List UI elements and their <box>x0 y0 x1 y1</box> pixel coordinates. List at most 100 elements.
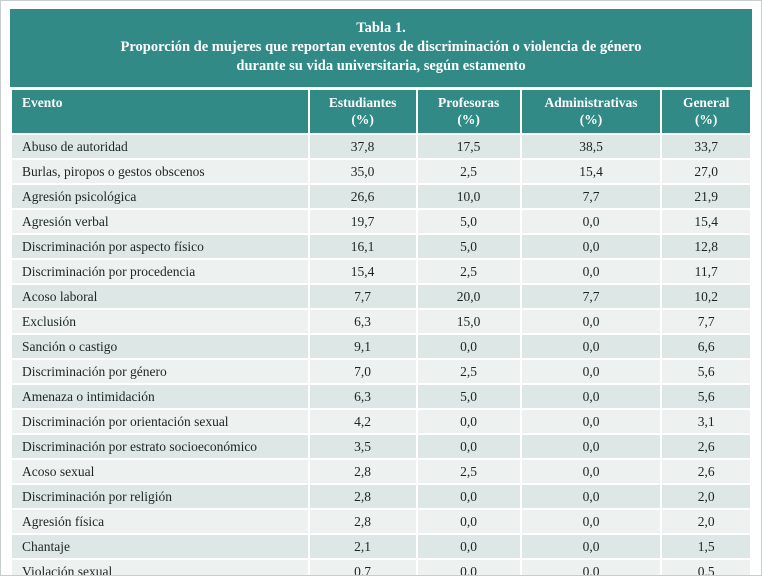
event-cell: Discriminación por estrato socioeconómic… <box>12 435 308 458</box>
value-cell: 7,7 <box>309 285 416 308</box>
event-cell: Exclusión <box>12 310 308 333</box>
value-cell: 15,0 <box>417 310 520 333</box>
table-row: Burlas, piropos o gestos obscenos 35,0 2… <box>12 160 750 183</box>
table-row: Discriminación por género 7,0 2,5 0,0 5,… <box>12 360 750 383</box>
value-cell: 0,0 <box>521 485 661 508</box>
value-cell: 0,0 <box>417 535 520 558</box>
table-row: Amenaza o intimidación 6,3 5,0 0,0 5,6 <box>12 385 750 408</box>
event-cell: Discriminación por aspecto físico <box>12 235 308 258</box>
value-cell: 15,4 <box>662 210 750 233</box>
value-cell: 7,0 <box>309 360 416 383</box>
table-row: Agresión física 2,8 0,0 0,0 2,0 <box>12 510 750 533</box>
value-cell: 7,7 <box>521 185 661 208</box>
value-cell: 2,8 <box>309 510 416 533</box>
value-cell: 0,7 <box>309 560 416 575</box>
value-cell: 37,8 <box>309 135 416 158</box>
value-cell: 5,6 <box>662 360 750 383</box>
table-subtitle-line-1: Proporción de mujeres que reportan event… <box>120 39 642 55</box>
column-header-label: Administrativas <box>544 95 638 110</box>
value-cell: 2,5 <box>417 360 520 383</box>
table-row: Discriminación por aspecto físico 16,1 5… <box>12 235 750 258</box>
event-cell: Discriminación por procedencia <box>12 260 308 283</box>
value-cell: 0,0 <box>521 260 661 283</box>
value-cell: 26,6 <box>309 185 416 208</box>
column-header-administrativas: Administrativas (%) <box>521 90 661 133</box>
value-cell: 2,6 <box>662 435 750 458</box>
table-row: Discriminación por religión 2,8 0,0 0,0 … <box>12 485 750 508</box>
table-row: Acoso sexual 2,8 2,5 0,0 2,6 <box>12 460 750 483</box>
table-row: Chantaje 2,1 0,0 0,0 1,5 <box>12 535 750 558</box>
value-cell: 16,1 <box>309 235 416 258</box>
value-cell: 0,0 <box>521 460 661 483</box>
table-row: Exclusión 6,3 15,0 0,0 7,7 <box>12 310 750 333</box>
value-cell: 0,0 <box>417 435 520 458</box>
table-subtitle-line-2: durante su vida universitaria, según est… <box>236 58 526 74</box>
table-row: Agresión psicológica 26,6 10,0 7,7 21,9 <box>12 185 750 208</box>
table-row: Discriminación por procedencia 15,4 2,5 … <box>12 260 750 283</box>
column-header-label: Evento <box>22 95 63 110</box>
value-cell: 2,1 <box>309 535 416 558</box>
table-row: Discriminación por orientación sexual 4,… <box>12 410 750 433</box>
column-header-label: Estudiantes <box>328 95 397 110</box>
table-row: Acoso laboral 7,7 20,0 7,7 10,2 <box>12 285 750 308</box>
column-header-label: General <box>682 95 730 110</box>
event-cell: Chantaje <box>12 535 308 558</box>
value-cell: 2,0 <box>662 485 750 508</box>
data-table: Evento Estudiantes (%) Profesoras (%) Ad… <box>10 88 752 575</box>
value-cell: 2,5 <box>417 160 520 183</box>
event-cell: Burlas, piropos o gestos obscenos <box>12 160 308 183</box>
value-cell: 1,5 <box>662 535 750 558</box>
value-cell: 5,0 <box>417 235 520 258</box>
value-cell: 0,0 <box>521 435 661 458</box>
value-cell: 3,5 <box>309 435 416 458</box>
value-cell: 0,0 <box>417 560 520 575</box>
column-header-unit: (%) <box>694 112 718 127</box>
event-cell: Agresión física <box>12 510 308 533</box>
value-cell: 5,6 <box>662 385 750 408</box>
event-cell: Abuso de autoridad <box>12 135 308 158</box>
column-header-label: Profesoras <box>437 95 500 110</box>
event-cell: Discriminación por religión <box>12 485 308 508</box>
table-row: Sanción o castigo 9,1 0,0 0,0 6,6 <box>12 335 750 358</box>
column-header-unit: (%) <box>579 112 603 127</box>
value-cell: 7,7 <box>521 285 661 308</box>
event-cell: Acoso laboral <box>12 285 308 308</box>
value-cell: 10,2 <box>662 285 750 308</box>
value-cell: 20,0 <box>417 285 520 308</box>
value-cell: 2,6 <box>662 460 750 483</box>
value-cell: 6,3 <box>309 310 416 333</box>
column-header-general: General (%) <box>662 90 750 133</box>
value-cell: 2,5 <box>417 460 520 483</box>
table-row: Discriminación por estrato socioeconómic… <box>12 435 750 458</box>
value-cell: 0,0 <box>521 560 661 575</box>
value-cell: 0,0 <box>417 410 520 433</box>
value-cell: 6,3 <box>309 385 416 408</box>
value-cell: 6,6 <box>662 335 750 358</box>
value-cell: 17,5 <box>417 135 520 158</box>
value-cell: 3,1 <box>662 410 750 433</box>
value-cell: 0,0 <box>521 360 661 383</box>
value-cell: 0,0 <box>521 210 661 233</box>
value-cell: 2,8 <box>309 460 416 483</box>
value-cell: 38,5 <box>521 135 661 158</box>
value-cell: 5,0 <box>417 210 520 233</box>
event-cell: Discriminación por orientación sexual <box>12 410 308 433</box>
table-row: Abuso de autoridad 37,8 17,5 38,5 33,7 <box>12 135 750 158</box>
value-cell: 0,0 <box>521 235 661 258</box>
value-cell: 15,4 <box>309 260 416 283</box>
value-cell: 5,0 <box>417 385 520 408</box>
value-cell: 19,7 <box>309 210 416 233</box>
table-title-block: Tabla 1. Proporción de mujeres que repor… <box>10 9 752 87</box>
value-cell: 2,5 <box>417 260 520 283</box>
value-cell: 0,0 <box>521 410 661 433</box>
value-cell: 9,1 <box>309 335 416 358</box>
event-cell: Amenaza o intimidación <box>12 385 308 408</box>
value-cell: 0,0 <box>521 510 661 533</box>
value-cell: 12,8 <box>662 235 750 258</box>
value-cell: 0,5 <box>662 560 750 575</box>
column-header-profesoras: Profesoras (%) <box>417 90 520 133</box>
event-cell: Violación sexual <box>12 560 308 575</box>
value-cell: 11,7 <box>662 260 750 283</box>
event-cell: Agresión verbal <box>12 210 308 233</box>
